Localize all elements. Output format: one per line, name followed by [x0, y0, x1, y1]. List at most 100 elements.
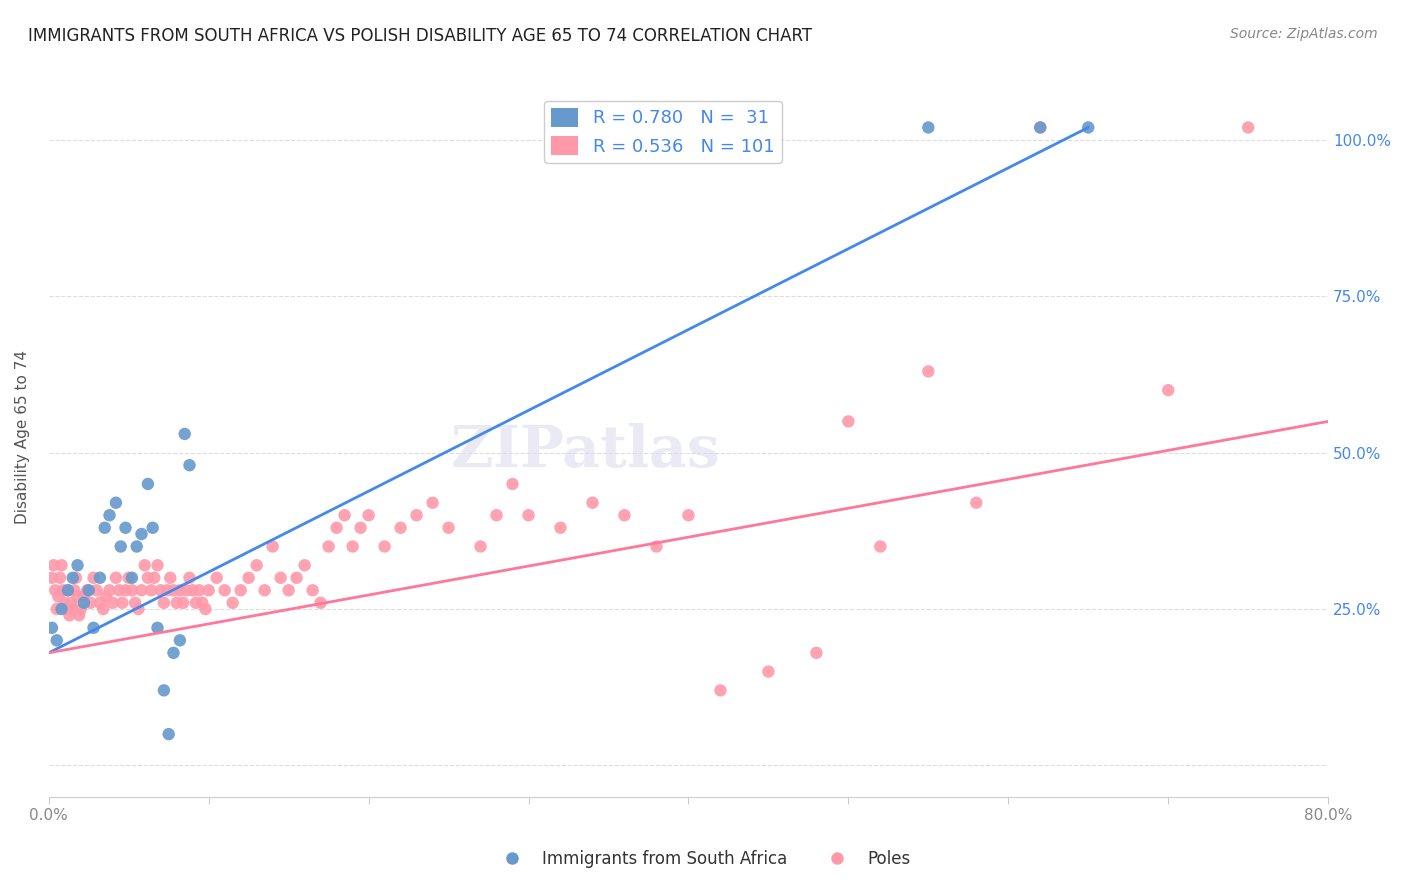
- Point: [437, 521, 460, 535]
- Point: [79, 596, 101, 610]
- Point: [53, 596, 76, 610]
- Point: [127, 602, 149, 616]
- Point: [51, 602, 73, 616]
- Point: [550, 521, 572, 535]
- Point: [121, 571, 143, 585]
- Point: [156, 583, 179, 598]
- Point: [917, 120, 939, 135]
- Point: [191, 596, 214, 610]
- Point: [65, 571, 87, 585]
- Point: [374, 540, 396, 554]
- Point: [194, 602, 217, 616]
- Point: [159, 571, 181, 585]
- Point: [49, 571, 72, 585]
- Point: [205, 571, 228, 585]
- Point: [51, 558, 73, 573]
- Point: [111, 596, 134, 610]
- Y-axis label: Disability Age 65 to 74: Disability Age 65 to 74: [15, 350, 30, 524]
- Point: [121, 583, 143, 598]
- Point: [142, 521, 165, 535]
- Point: [270, 571, 292, 585]
- Point: [62, 602, 84, 616]
- Point: [98, 508, 121, 523]
- Point: [709, 120, 731, 135]
- Point: [162, 583, 184, 598]
- Point: [169, 633, 191, 648]
- Point: [131, 583, 153, 598]
- Point: [110, 540, 132, 554]
- Point: [166, 596, 188, 610]
- Point: [1077, 120, 1099, 135]
- Point: [60, 596, 83, 610]
- Point: [325, 521, 347, 535]
- Legend: R = 0.780   N =  31, R = 0.536   N = 101: R = 0.780 N = 31, R = 0.536 N = 101: [544, 101, 782, 163]
- Point: [179, 458, 201, 473]
- Point: [91, 602, 114, 616]
- Point: [169, 583, 191, 598]
- Point: [1157, 383, 1180, 397]
- Point: [1029, 120, 1052, 135]
- Point: [309, 596, 332, 610]
- Point: [143, 571, 166, 585]
- Point: [1237, 120, 1260, 135]
- Text: ZIPatlas: ZIPatlas: [451, 424, 721, 479]
- Point: [349, 521, 371, 535]
- Point: [125, 540, 148, 554]
- Point: [45, 602, 67, 616]
- Point: [104, 571, 127, 585]
- Point: [917, 364, 939, 378]
- Point: [67, 608, 90, 623]
- Point: [46, 590, 69, 604]
- Point: [86, 583, 108, 598]
- Point: [104, 496, 127, 510]
- Point: [114, 583, 136, 598]
- Point: [405, 508, 427, 523]
- Point: [77, 583, 100, 598]
- Point: [52, 583, 75, 598]
- Point: [55, 602, 77, 616]
- Point: [758, 665, 780, 679]
- Point: [422, 496, 444, 510]
- Point: [965, 496, 987, 510]
- Point: [108, 583, 131, 598]
- Point: [146, 621, 169, 635]
- Point: [153, 683, 176, 698]
- Point: [66, 558, 89, 573]
- Point: [114, 521, 136, 535]
- Point: [93, 521, 115, 535]
- Point: [229, 583, 252, 598]
- Point: [294, 558, 316, 573]
- Point: [869, 540, 891, 554]
- Point: [613, 508, 636, 523]
- Point: [66, 590, 89, 604]
- Point: [136, 477, 159, 491]
- Point: [709, 683, 731, 698]
- Point: [62, 571, 84, 585]
- Point: [188, 583, 211, 598]
- Point: [238, 571, 260, 585]
- Point: [581, 496, 603, 510]
- Point: [136, 571, 159, 585]
- Point: [172, 596, 194, 610]
- Point: [645, 540, 668, 554]
- Legend: Immigrants from South Africa, Poles: Immigrants from South Africa, Poles: [489, 844, 917, 875]
- Point: [197, 583, 219, 598]
- Point: [246, 558, 269, 573]
- Point: [179, 571, 201, 585]
- Point: [42, 558, 65, 573]
- Point: [63, 583, 86, 598]
- Text: Source: ZipAtlas.com: Source: ZipAtlas.com: [1230, 27, 1378, 41]
- Point: [837, 414, 859, 428]
- Point: [98, 583, 121, 598]
- Point: [146, 558, 169, 573]
- Point: [134, 558, 156, 573]
- Point: [806, 646, 828, 660]
- Point: [69, 602, 91, 616]
- Point: [502, 477, 524, 491]
- Point: [157, 727, 180, 741]
- Point: [357, 508, 380, 523]
- Point: [139, 583, 162, 598]
- Point: [96, 590, 118, 604]
- Point: [517, 508, 540, 523]
- Point: [333, 508, 356, 523]
